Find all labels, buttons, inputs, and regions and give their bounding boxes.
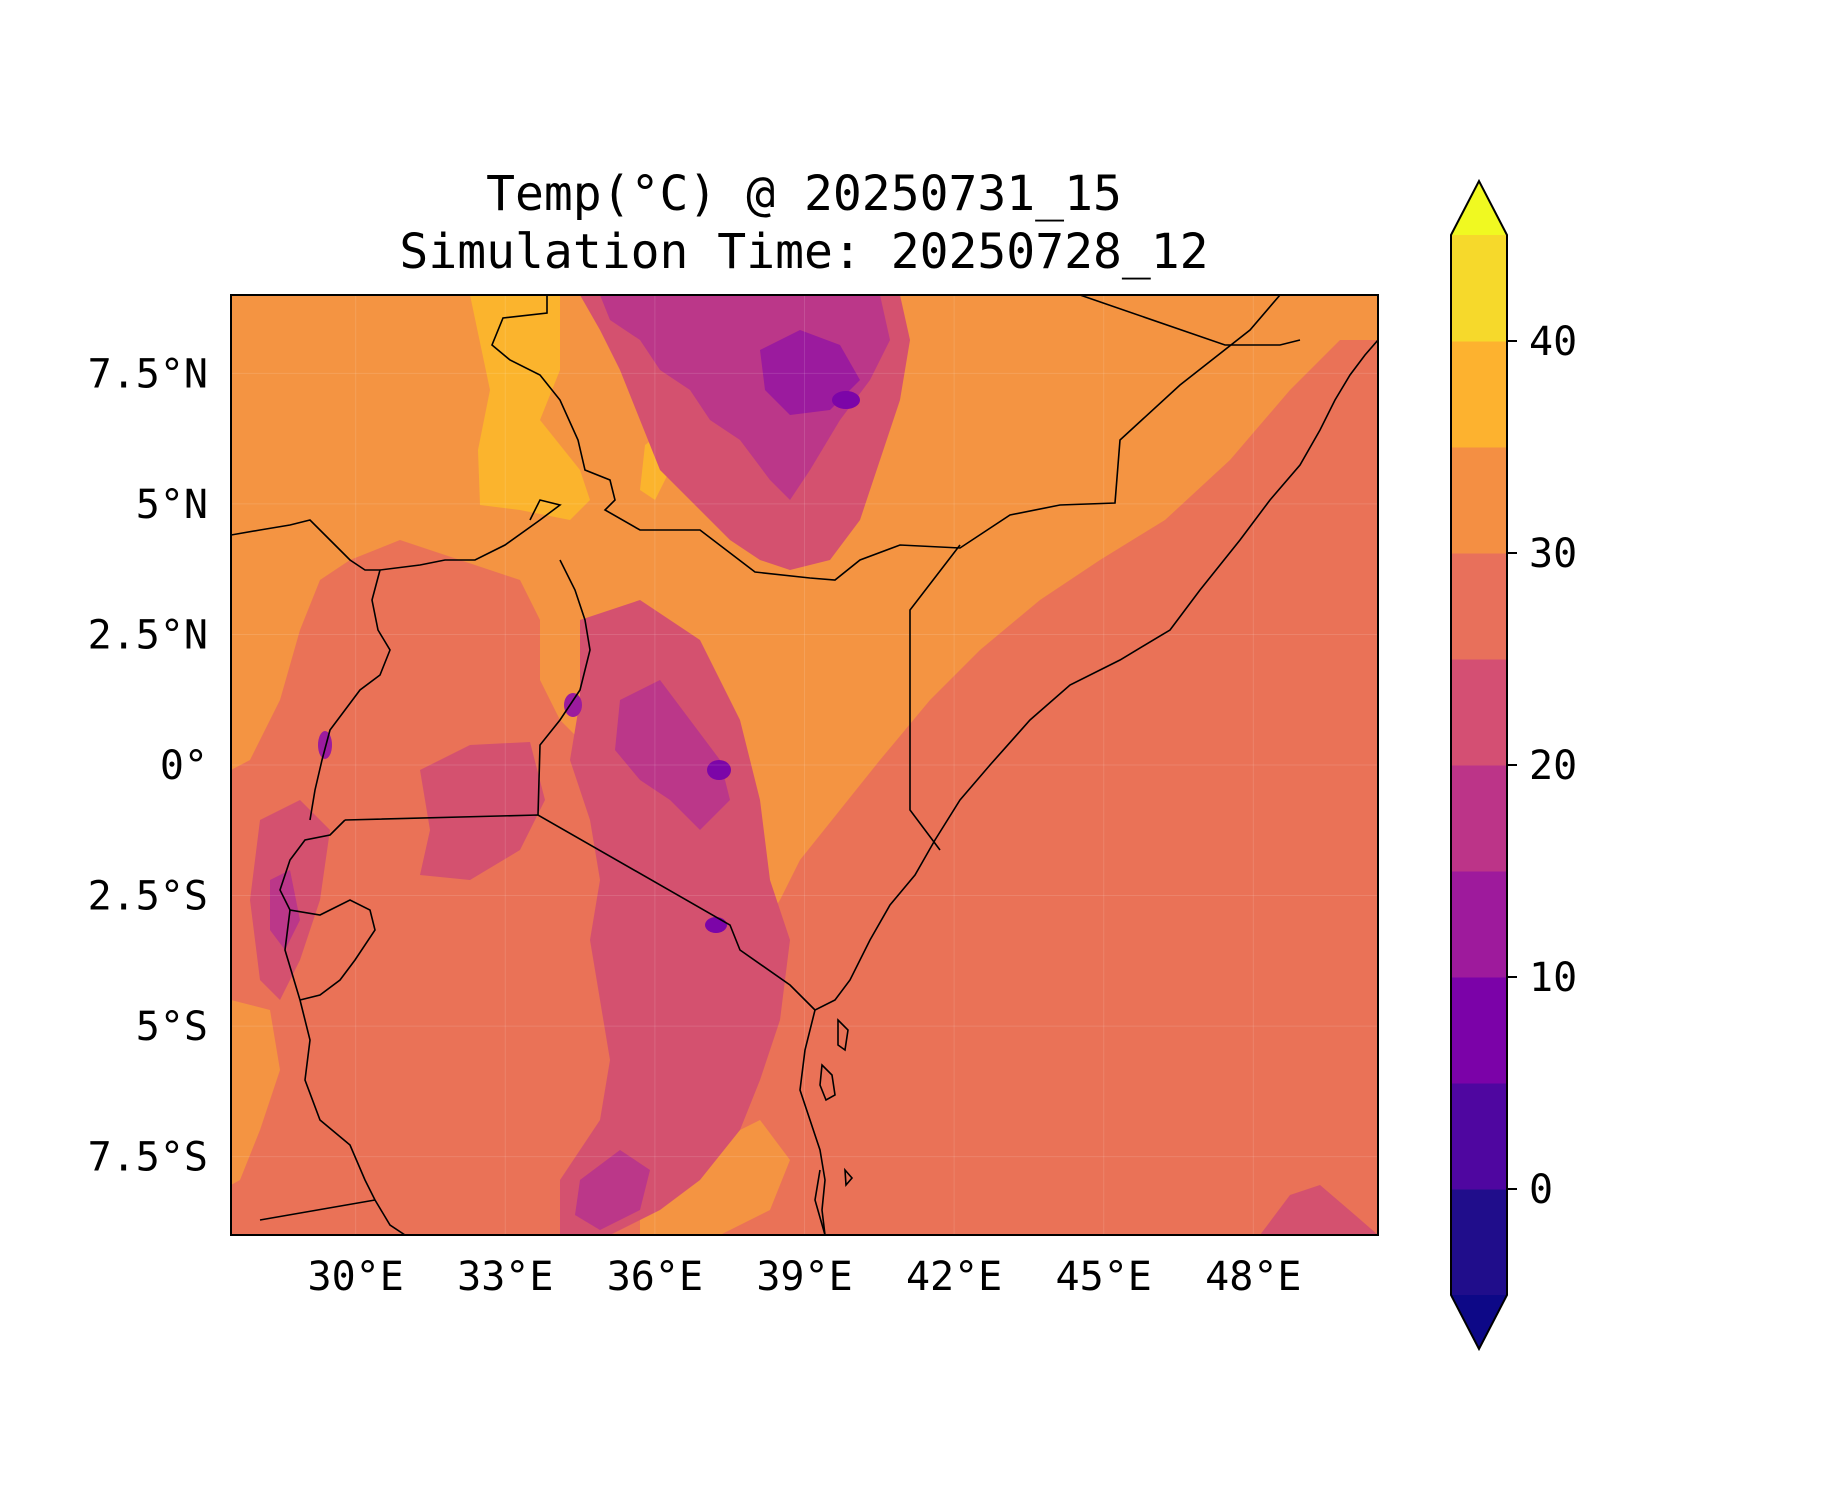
x-tick-label: 39°E: [756, 1254, 852, 1300]
cold-peak-ethiopia2: [832, 391, 860, 409]
border-tanzania-south: [259, 1199, 376, 1221]
island-pemba: [837, 1018, 849, 1052]
colorbar-segment: [1451, 659, 1507, 766]
x-tick-label: 30°E: [308, 1254, 404, 1300]
island-zanzibar: [819, 1063, 836, 1102]
colorbar: 0 10 20 30 40: [1450, 178, 1577, 1352]
cool-highland-westrift: [270, 870, 300, 950]
colorbar-segment: [1451, 1189, 1507, 1296]
border-tanzania-north: [344, 814, 816, 1011]
cold-peak-elgon: [564, 693, 582, 717]
border-ethiopia-somalia-north: [1079, 295, 1301, 346]
border-rwanda-burundi: [279, 819, 376, 1001]
warm-patch-s: [640, 1120, 790, 1235]
y-tick-label: 7.5°S: [88, 1135, 208, 1181]
y-tick-label: 0°: [160, 743, 208, 789]
map-panel: [231, 295, 1378, 1235]
mild-highland-rift: [560, 600, 790, 1235]
colorbar-segment: [1451, 1083, 1507, 1190]
border-southsudan-ethiopia: [491, 295, 1281, 581]
x-tick-label: 45°E: [1056, 1254, 1152, 1300]
cold-peak-rwenzori: [318, 731, 332, 759]
colorbar-tick-label: 40: [1529, 319, 1577, 365]
colorbar-tick-label: 10: [1529, 955, 1577, 1001]
colorbar-extend-min: [1451, 1295, 1507, 1349]
y-tick-label: 2.5°S: [88, 874, 208, 920]
x-tick-label: 48°E: [1205, 1254, 1301, 1300]
colorbar-segment: [1451, 871, 1507, 978]
graticule: [231, 295, 1378, 1235]
x-tick-label: 33°E: [457, 1254, 553, 1300]
warm-patch-sw: [231, 1000, 280, 1185]
y-tick-label: 5°S: [136, 1004, 208, 1050]
y-tick-label: 2.5°N: [88, 612, 208, 658]
border-west-lakes: [231, 519, 380, 571]
cool-highland-kenya: [615, 680, 730, 830]
coastline-east-africa: [799, 339, 1378, 1235]
cool-highland-tanzania: [575, 1150, 650, 1230]
y-axis: 7.5°N 5°N 2.5°N 0° 2.5°S 5°S 7.5°S: [88, 351, 208, 1180]
x-tick-label: 36°E: [607, 1254, 703, 1300]
x-tick-label: 42°E: [906, 1254, 1002, 1300]
colorbar-segment: [1451, 765, 1507, 872]
colorbar-segment: [1451, 977, 1507, 1084]
border-uganda-drc: [309, 569, 391, 821]
colorbar-outline: [1450, 178, 1508, 1352]
colorbar-segment: [1451, 235, 1507, 342]
colorbar-segment: [1451, 553, 1507, 660]
colorbar-extend-max: [1451, 181, 1507, 235]
cold-peak-kenya: [707, 760, 731, 780]
border-tanzania-mozambique: [814, 1169, 826, 1235]
border-kenya-somalia: [909, 544, 961, 851]
y-tick-label: 5°N: [136, 482, 208, 528]
map-title-line2: Simulation Time: 20250728_12: [399, 224, 1208, 280]
colorbar-tick-label: 30: [1529, 531, 1577, 577]
cold-peak-ethiopia: [760, 330, 860, 415]
colorbar-segment: [1451, 447, 1507, 554]
cold-peak-kilimanjaro: [705, 917, 727, 933]
map-title-line1: Temp(°C) @ 20250731_15: [486, 166, 1122, 222]
mild-highland-southeast: [1260, 1185, 1378, 1235]
border-uganda-kenya: [537, 559, 591, 816]
x-axis: 30°E 33°E 36°E 39°E 42°E 45°E 48°E: [308, 1254, 1302, 1300]
map-frame: [230, 294, 1379, 1236]
colorbar-segment: [1451, 341, 1507, 448]
colorbar-tick-label: 0: [1529, 1167, 1553, 1213]
border-southsudan-uganda: [379, 499, 562, 571]
country-borders: [231, 295, 1378, 1235]
border-tanzania-west: [284, 909, 406, 1235]
colorbar-tick-label: 20: [1529, 743, 1577, 789]
island-mafia: [844, 1167, 854, 1188]
mild-highland-victoria: [420, 742, 545, 880]
y-tick-label: 7.5°N: [88, 351, 208, 397]
